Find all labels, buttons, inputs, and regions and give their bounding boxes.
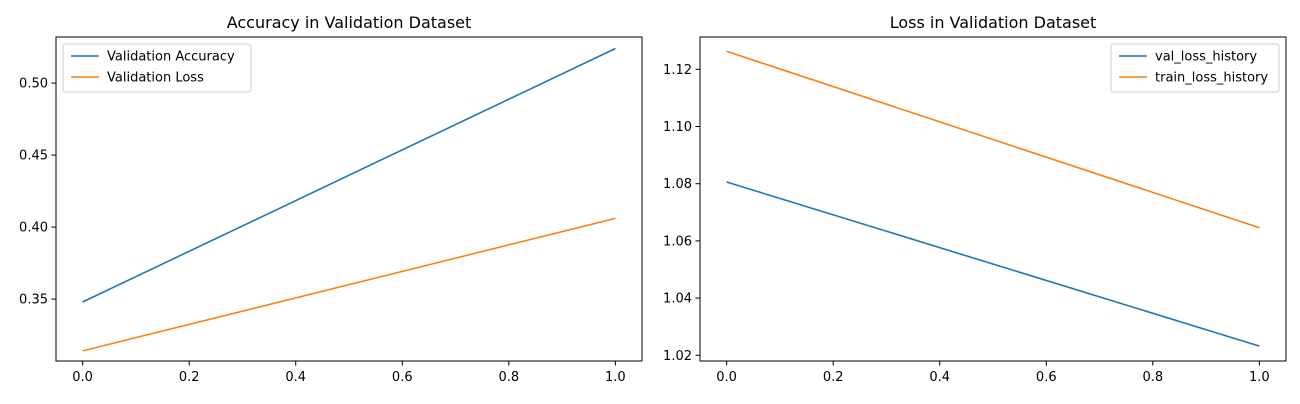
legend-label: Validation Loss [107, 71, 204, 86]
series-line-2 [726, 50, 1260, 229]
legend-label: train_loss_history [1155, 71, 1268, 86]
legend-label: Validation Accuracy [107, 50, 235, 65]
series-line-2 [82, 217, 616, 352]
x-tick-label: 0.4 [285, 370, 306, 385]
x-tick-label: 0.2 [179, 370, 200, 385]
y-tick-label: 1.02 [663, 349, 692, 364]
y-tick-label: 1.08 [663, 177, 692, 192]
chart-title: Loss in Validation Dataset [890, 13, 1097, 32]
x-tick-label: 0.0 [716, 370, 737, 385]
plot-area-frame [55, 36, 643, 362]
x-tick-label: 0.4 [929, 370, 950, 385]
x-tick-label: 0.6 [392, 370, 413, 385]
plot-area-frame [699, 36, 1287, 362]
legend-box [62, 43, 252, 93]
y-tick-label: 1.12 [663, 63, 692, 78]
x-tick-label: 0.6 [1036, 370, 1057, 385]
subplot-2: Loss in Validation Dataset 0.0 0.2 0.4 0.6 0.… [663, 13, 1287, 385]
x-tick-label: 0.8 [498, 370, 519, 385]
y-tick-label: 1.04 [663, 292, 692, 307]
y-tick-label: 0.40 [19, 221, 48, 236]
y-tick-label: 0.45 [19, 149, 48, 164]
series-line-1 [726, 181, 1260, 347]
x-tick-label: 0.8 [1142, 370, 1163, 385]
y-tick-label: 1.06 [663, 234, 692, 249]
y-tick-label: 1.10 [663, 120, 692, 135]
x-tick-label: 0.2 [823, 370, 844, 385]
legend-box [1110, 43, 1280, 93]
legend: val_loss_history train_loss_history [1110, 43, 1280, 93]
x-tick-label: 1.0 [605, 370, 626, 385]
legend: Validation Accuracy Validation Loss [62, 43, 252, 93]
series-line-1 [82, 47, 616, 303]
chart-title: Accuracy in Validation Dataset [227, 13, 472, 32]
x-tick-label: 1.0 [1249, 370, 1270, 385]
y-tick-label: 0.50 [19, 77, 48, 92]
legend-label: val_loss_history [1155, 50, 1257, 65]
x-tick-label: 0.0 [72, 370, 93, 385]
y-tick-label: 0.35 [19, 293, 48, 308]
